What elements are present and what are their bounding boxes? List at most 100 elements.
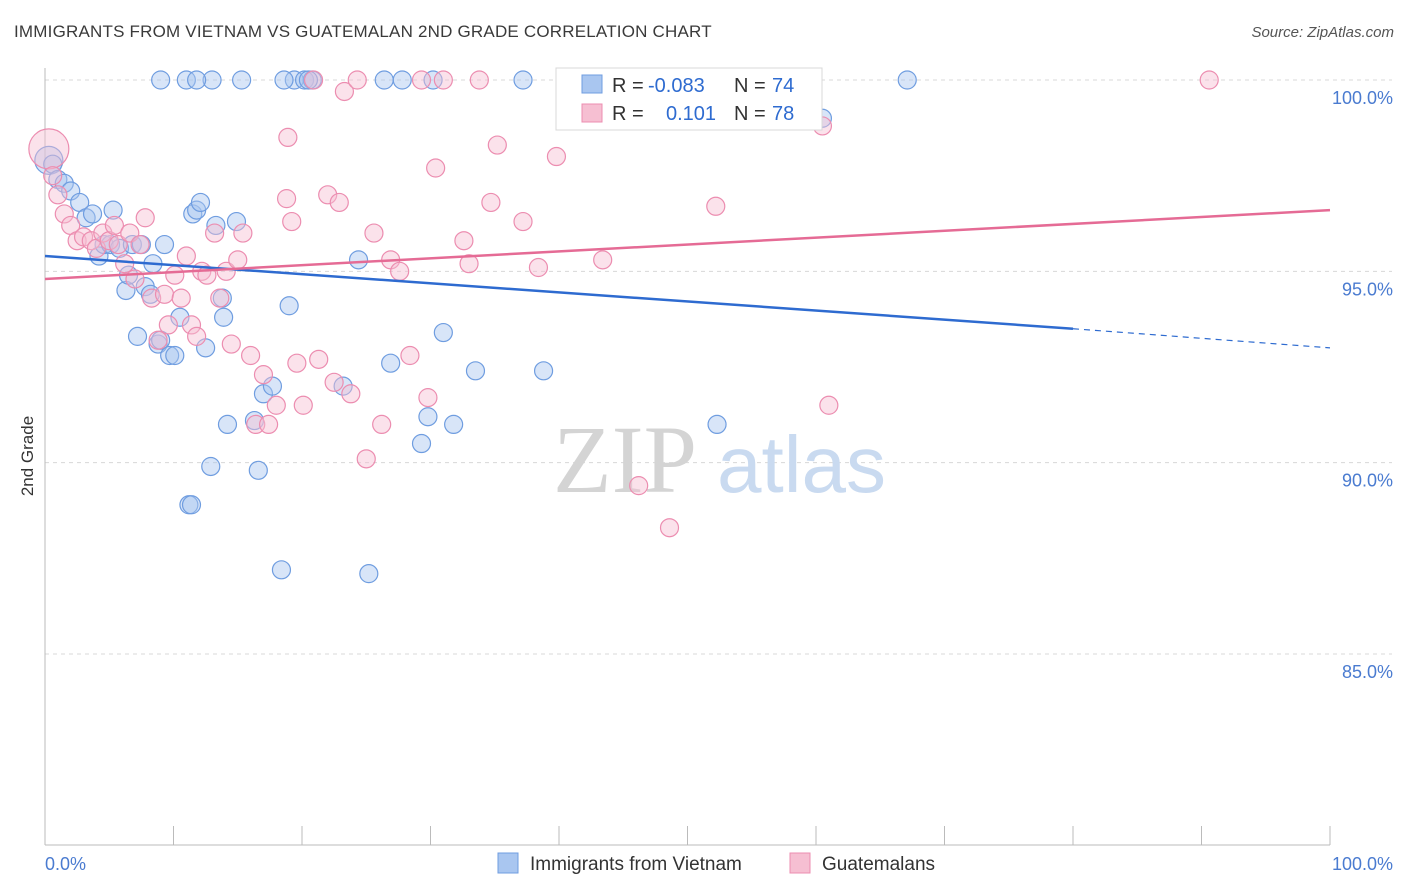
guatemalans-point-29 (205, 223, 225, 243)
guatemalans-point-51 (347, 70, 367, 90)
trend-vietnam-solid (44, 254, 1074, 330)
guatemalans-point-35 (241, 345, 261, 366)
vietnam-point-28 (181, 495, 202, 515)
vietnam-point-56 (418, 407, 438, 427)
grid-lines (45, 79, 1392, 655)
guatemalans-point-60 (426, 158, 446, 178)
x-tick-labels: 0.0% 100.0% (45, 854, 1393, 874)
guatemalans-point-32 (221, 334, 241, 354)
vietnam-point-38 (217, 414, 238, 434)
guatemalans-point-69 (546, 146, 567, 167)
vietnam-point-67 (897, 70, 917, 90)
vietnam-point-39 (226, 211, 247, 232)
guatemalans-point-45 (309, 349, 329, 369)
vietnam-point-68 (151, 70, 171, 90)
guatemalans-point-72 (659, 518, 680, 538)
guatemalans-point-58 (411, 70, 432, 90)
legend-series2-swatch (789, 852, 811, 874)
guatemalans-point-43 (293, 395, 313, 415)
guatemalans-point-19 (148, 330, 168, 350)
guatemalans-point-76 (1199, 70, 1219, 90)
guatemalans-point-20 (154, 284, 175, 304)
vietnam-point-33 (201, 456, 221, 477)
y-tick-label-0: 85.0% (1342, 662, 1393, 682)
y-tick-label-3: 100.0% (1332, 88, 1393, 108)
vietnam-point-65 (707, 414, 727, 434)
guatemalans-point-64 (469, 70, 489, 90)
stats-series2-swatch (581, 103, 603, 123)
guatemalans-point-26 (187, 326, 207, 346)
chart-title: IMMIGRANTS FROM VIETNAM VS GUATEMALAN 2N… (14, 22, 712, 41)
vietnam-point-44 (271, 560, 292, 580)
vietnam-point-31 (190, 192, 211, 213)
guatemalans-point-49 (334, 81, 355, 102)
guatemalans-point-66 (487, 135, 507, 155)
stats-series2-r-value: 0.101 (666, 103, 716, 125)
guatemalans-point-75 (819, 395, 839, 415)
vietnam-point-51 (359, 564, 379, 584)
guatemalans-point-40 (276, 189, 297, 209)
series-guatemalans-points (28, 70, 1219, 538)
legend: Immigrants from Vietnam Guatemalans (497, 852, 935, 875)
stats-box: R = -0.083 N = 74 R = 0.101 N = 78 (555, 67, 823, 131)
vietnam-point-60 (465, 361, 486, 381)
guatemalans-point-12 (108, 234, 128, 255)
guatemalans-point-46 (318, 185, 338, 205)
guatemalans-point-13 (115, 254, 135, 274)
trend-lines (44, 208, 1331, 349)
guatemalans-point-54 (372, 414, 392, 434)
y-tick-label-1: 90.0% (1342, 471, 1393, 491)
guatemalans-point-53 (364, 223, 384, 243)
watermark-atlas: atlas (717, 420, 886, 509)
y-axis-title: 2nd Grade (18, 416, 37, 496)
watermark-zip: ZIP (553, 406, 697, 513)
guatemalans-point-30 (210, 288, 230, 308)
vietnam-point-26 (170, 307, 190, 327)
vietnam-point-58 (433, 322, 453, 343)
guatemalans-point-37 (253, 365, 274, 385)
guatemalans-point-38 (258, 414, 279, 434)
vietnam-point-59 (444, 414, 464, 434)
chart-source: Source: ZipAtlas.com (1251, 24, 1394, 41)
vietnam-point-70 (187, 70, 207, 90)
guatemalans-point-2 (48, 185, 68, 205)
guatemalans-point-56 (390, 261, 410, 281)
y-tick-labels: 85.0% 90.0% 95.0% 100.0% (1332, 88, 1393, 682)
vietnam-point-54 (392, 70, 412, 90)
vietnam-point-16 (127, 326, 148, 346)
vietnam-point-72 (274, 70, 294, 90)
guatemalans-point-22 (165, 265, 185, 285)
vietnam-point-69 (176, 70, 196, 90)
guatemalans-point-67 (513, 211, 533, 232)
guatemalans-point-0 (28, 128, 70, 170)
stats-series1-swatch (581, 74, 603, 94)
guatemalans-point-50 (341, 384, 361, 404)
guatemalans-point-71 (629, 476, 649, 496)
guatemalans-point-61 (433, 70, 453, 90)
legend-series1-label: Immigrants from Vietnam (530, 854, 742, 875)
vietnam-point-23 (154, 234, 175, 255)
guatemalans-point-52 (356, 449, 376, 469)
guatemalans-point-63 (459, 254, 479, 274)
guatemalans-point-48 (329, 192, 349, 213)
axes (44, 68, 1331, 846)
guatemalans-point-1 (43, 166, 63, 186)
trend-guatemalans (44, 208, 1331, 281)
guatemalans-point-31 (216, 261, 236, 281)
vietnam-point-29 (183, 204, 203, 224)
legend-series2-label: Guatemalans (822, 854, 935, 875)
stats-series1-n-value: 74 (772, 75, 794, 97)
stats-series2-n-label: N = (734, 103, 766, 125)
guatemalans-point-16 (130, 234, 150, 255)
guatemalans-point-18 (142, 288, 162, 308)
guatemalans-point-33 (228, 250, 248, 270)
vietnam-point-35 (206, 215, 226, 236)
vietnam-point-34 (202, 70, 222, 90)
legend-series1-swatch (497, 852, 519, 874)
watermark: ZIP atlas (553, 406, 886, 513)
guatemalans-point-39 (266, 395, 286, 415)
guatemalans-point-59 (418, 388, 438, 408)
stats-series2-n-value: 78 (772, 103, 794, 125)
stats-series1-n-label: N = (734, 75, 766, 97)
vietnam-point-52 (374, 70, 394, 90)
